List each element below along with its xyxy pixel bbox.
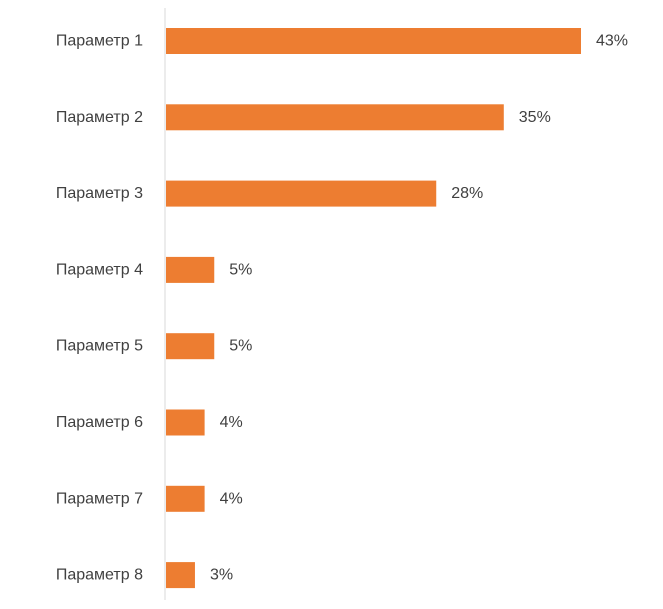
- bar-4: [166, 256, 215, 283]
- value-label-8: 3%: [210, 567, 233, 584]
- value-label-6: 4%: [220, 414, 243, 431]
- category-label-2: Параметр 2: [56, 109, 143, 126]
- value-label-2: 35%: [519, 109, 551, 126]
- bar-8: [166, 562, 195, 589]
- bar-5: [166, 333, 215, 360]
- bar-1: [166, 28, 581, 54]
- value-label-3: 28%: [451, 185, 483, 202]
- category-label-1: Параметр 1: [56, 33, 143, 50]
- value-labels: 43% 35% 28% 5% 5% 4% 4% 3%: [210, 33, 628, 584]
- category-labels: Параметр 1 Параметр 2 Параметр 3 Параметр 4…: [56, 33, 143, 584]
- category-label-4: Параметр 4: [56, 261, 143, 278]
- bar-2: [166, 104, 504, 131]
- bars: [166, 28, 581, 589]
- value-label-5: 5%: [229, 338, 252, 355]
- category-label-6: Параметр 6: [56, 414, 143, 431]
- category-label-7: Параметр 7: [56, 490, 143, 507]
- bar-6: [166, 409, 205, 436]
- value-label-1: 43%: [596, 33, 628, 50]
- category-label-5: Параметр 5: [56, 338, 143, 355]
- bar-7: [166, 485, 205, 512]
- category-label-8: Параметр 8: [56, 567, 143, 584]
- value-label-7: 4%: [220, 490, 243, 507]
- value-label-4: 5%: [229, 261, 252, 278]
- bar-3: [166, 180, 437, 207]
- category-label-3: Параметр 3: [56, 185, 143, 202]
